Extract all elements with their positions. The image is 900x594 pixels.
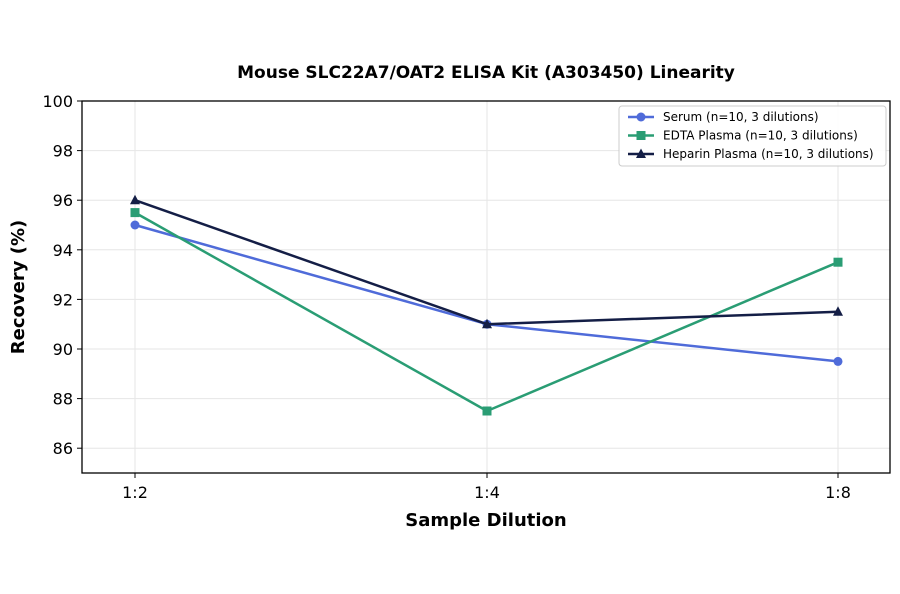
y-tick-label: 90 (53, 340, 73, 359)
legend-box (618, 105, 887, 167)
data-point-heparin-plasma (130, 194, 140, 205)
data-point-edta-plasma (833, 257, 843, 267)
legend: Serum (n=10, 3 dilutions) EDTA Plasma (n=… (618, 105, 887, 167)
data-point-serum (130, 220, 140, 230)
y-axis-label: Recovery (%) (8, 220, 29, 354)
x-tick-label: 1:4 (474, 483, 500, 502)
legend-label-heparin-plasma: Heparin Plasma (n=10, 3 dilutions) (663, 147, 874, 161)
y-tick-label: 96 (53, 191, 73, 210)
series-layer (130, 194, 843, 416)
ticks: 86 88 90 92 94 96 98 100 1:2 1:4 1:8 (42, 92, 850, 502)
legend-marker-edta-plasma (636, 131, 646, 140)
legend-marker-serum (636, 112, 646, 122)
legend-label-serum: Serum (n=10, 3 dilutions) (663, 110, 819, 124)
legend-marker-heparin-plasma (636, 148, 646, 158)
y-tick-label: 86 (53, 439, 73, 458)
data-point-serum (833, 356, 843, 366)
plot-frame (81, 100, 891, 474)
chart-title: Mouse SLC22A7/OAT2 ELISA Kit (A303450) L… (237, 63, 735, 83)
x-axis-label: Sample Dilution (405, 510, 566, 531)
y-tick-label: 88 (53, 390, 73, 409)
data-point-edta-plasma (130, 208, 140, 218)
data-point-edta-plasma (482, 406, 492, 416)
y-tick-label: 94 (53, 241, 73, 260)
data-point-heparin-plasma (833, 306, 843, 316)
data-point-heparin-plasma (482, 318, 492, 329)
legend-label-edta-plasma: EDTA Plasma (n=10, 3 dilutions) (663, 129, 858, 143)
x-tick-label: 1:2 (122, 483, 148, 502)
y-tick-label: 100 (42, 92, 73, 111)
y-tick-label: 92 (53, 290, 73, 309)
x-tick-label: 1:8 (825, 483, 851, 502)
y-tick-label: 98 (53, 142, 73, 161)
